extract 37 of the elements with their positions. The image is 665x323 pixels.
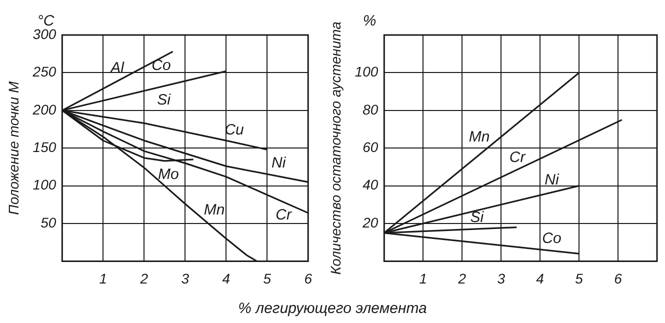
y-tick-label: 20 [362,214,378,230]
y-axis-title: Количество остаточного аустенита [327,21,344,275]
x-tick-label: 1 [419,270,428,286]
x-axis-title: % легирующего элемента [237,300,428,317]
series-label: Si [470,209,484,226]
y-tick-label: 100 [354,64,378,80]
y-tick-label: 40 [362,176,378,193]
y-axis-title: Положение точки M [5,81,22,215]
series-label: Co [542,230,562,247]
y-tick-label: 200 [32,101,56,118]
x-tick-label: 5 [263,270,272,286]
x-tick-label: 4 [536,270,544,286]
text: % [362,12,376,30]
y-tick-label: 150 [32,138,56,155]
y-tick-label: 250 [32,64,56,80]
y-tick-label: 60 [362,138,378,155]
y-tick-label: 80 [362,101,378,118]
series-label: Ni [272,154,286,172]
series-label: Ni [544,172,560,189]
y-tick-label: 50 [40,214,56,230]
x-tick-label: 2 [139,270,148,286]
y-tick-label: 100 [32,176,56,193]
series-label: Mn [468,128,490,146]
x-tick-label: 5 [575,270,584,286]
series-label: Mo [158,166,179,183]
x-tick-label: 6 [614,270,622,286]
x-tick-label: 1 [99,270,108,286]
series-label: Cr [276,206,292,224]
x-tick-label: 4 [222,270,230,286]
x-tick-label: 6 [304,270,312,286]
x-tick-label: 3 [181,270,190,286]
x-tick-label: 2 [457,270,466,286]
series-label: Al [110,59,125,76]
series-label: Si [157,91,172,108]
x-tick-label: 3 [497,270,506,286]
series-label: Cr [509,148,526,166]
series-label: Mn [204,202,225,219]
